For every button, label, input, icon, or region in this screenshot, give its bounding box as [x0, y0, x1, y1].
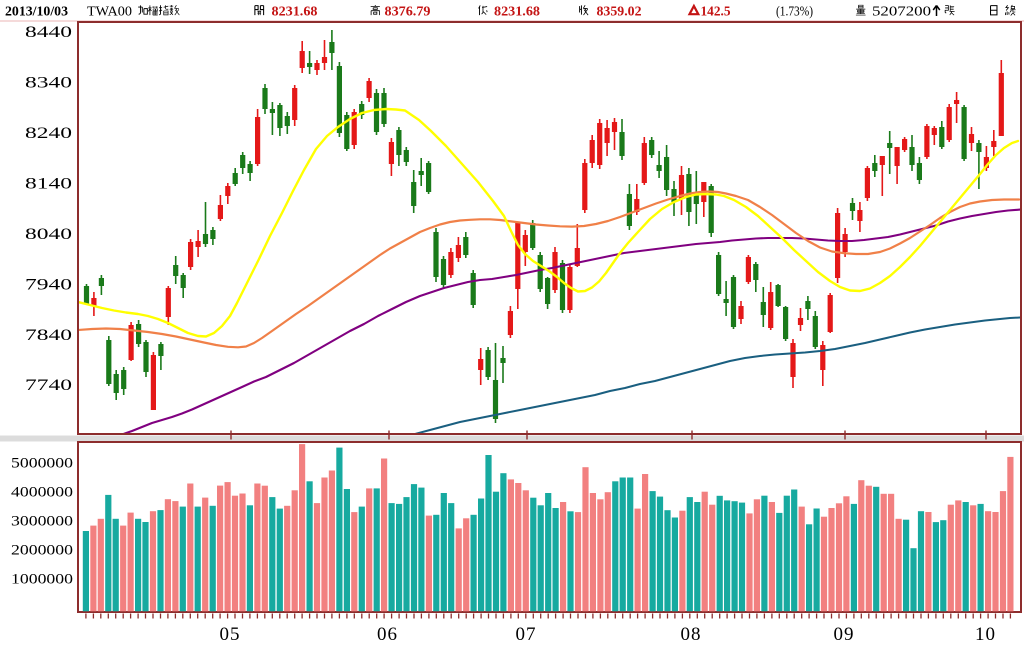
svg-text:8140: 8140 [25, 175, 72, 192]
svg-text:8376.79: 8376.79 [385, 5, 431, 20]
svg-text:09: 09 [834, 624, 855, 645]
svg-text:2000000: 2000000 [11, 543, 73, 559]
svg-text:05: 05 [220, 624, 241, 645]
svg-text:5207200: 5207200 [872, 5, 931, 20]
svg-text:7740: 7740 [25, 377, 72, 394]
svg-text:8231.68: 8231.68 [272, 5, 318, 20]
svg-text:TWA00: TWA00 [87, 5, 132, 20]
svg-text:8240: 8240 [25, 125, 72, 142]
svg-text:8359.02: 8359.02 [597, 5, 642, 20]
svg-text:8231.68: 8231.68 [494, 5, 540, 20]
svg-text:8440: 8440 [25, 24, 72, 41]
svg-text:7840: 7840 [25, 327, 72, 344]
svg-text:7940: 7940 [25, 276, 72, 293]
svg-text:07: 07 [516, 624, 537, 645]
svg-text:(1.73%): (1.73%) [776, 4, 813, 19]
svg-text:10: 10 [975, 624, 996, 645]
svg-text:4000000: 4000000 [11, 485, 73, 501]
svg-text:8040: 8040 [25, 226, 72, 243]
svg-text:2013/10/03: 2013/10/03 [5, 5, 68, 20]
svg-text:142.5: 142.5 [701, 5, 731, 20]
svg-text:8340: 8340 [25, 75, 72, 92]
svg-text:06: 06 [377, 624, 398, 645]
svg-text:08: 08 [681, 624, 702, 645]
svg-text:3000000: 3000000 [11, 514, 73, 530]
svg-text:1000000: 1000000 [11, 572, 73, 588]
svg-text:5000000: 5000000 [11, 456, 73, 472]
